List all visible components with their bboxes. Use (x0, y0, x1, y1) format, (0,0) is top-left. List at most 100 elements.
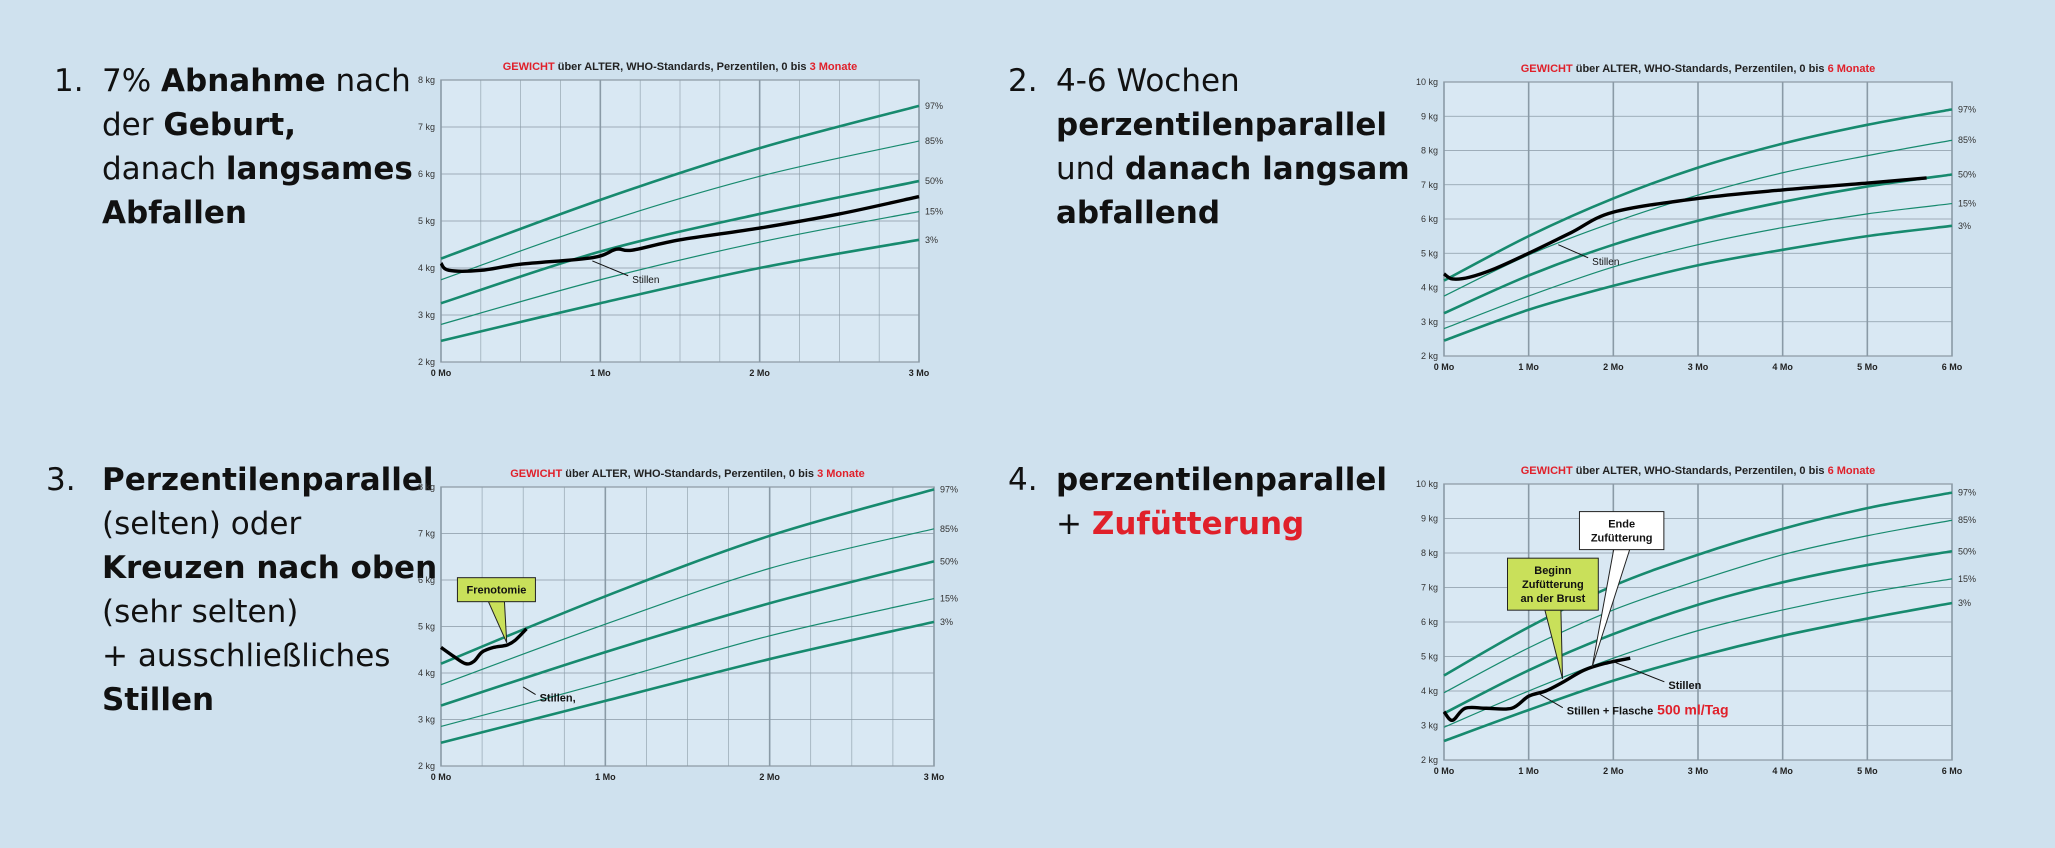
note-segment: Geburt, (163, 107, 296, 143)
y-tick-label: 4 kg (1421, 686, 1438, 696)
note-segment: Zufütterung (1092, 506, 1304, 542)
percentile-label: 15% (1958, 574, 1976, 584)
y-tick-label: 5 kg (418, 622, 435, 632)
chart-title-text: über ALTER, WHO-Standards, Perzentilen, … (562, 468, 817, 480)
note-line: danach langsames (102, 147, 413, 191)
note-1: 1. 7% Abnahme nach der Geburt, danach lang… (54, 59, 434, 239)
y-tick-label: 7 kg (418, 529, 435, 539)
y-tick-label: 10 kg (1416, 77, 1438, 87)
y-tick-label: 4 kg (1421, 283, 1438, 293)
callout-text: Zufütterung (1522, 579, 1584, 591)
x-tick-label: 1 Mo (595, 772, 616, 782)
x-tick-label: 3 Mo (1688, 362, 1709, 372)
note-number: 1. (54, 59, 84, 103)
x-tick-label: 0 Mo (1434, 766, 1455, 776)
percentile-label: 15% (940, 594, 958, 604)
y-tick-label: 8 kg (1421, 146, 1438, 156)
note-3: 3. Perzentilenparallel (selten) oder Kreuz… (46, 458, 426, 728)
note-number: 4. (1008, 458, 1038, 502)
note-segment: + (1056, 506, 1092, 542)
note-line: und danach langsam (1056, 147, 1410, 191)
y-tick-label: 3 kg (1421, 721, 1438, 731)
growth-chart-1: GEWICHT über ALTER, WHO-Standards, Perze… (405, 58, 975, 386)
note-segment: (selten) oder (102, 506, 301, 542)
percentile-label: 15% (925, 207, 943, 217)
y-tick-label: 8 kg (1421, 548, 1438, 558)
percentile-label: 85% (940, 524, 958, 534)
y-tick-label: 4 kg (418, 263, 435, 273)
note-text: perzentilenparallel + Zufütterung (1056, 458, 1387, 546)
y-tick-label: 4 kg (418, 668, 435, 678)
percentile-label: 50% (940, 556, 958, 566)
y-tick-label: 7 kg (418, 122, 435, 132)
x-tick-label: 2 Mo (1603, 362, 1624, 372)
percentile-label: 97% (1958, 104, 1976, 114)
y-tick-label: 3 kg (1421, 317, 1438, 327)
x-tick-label: 3 Mo (1688, 766, 1709, 776)
callout-text: an der Brust (1521, 593, 1586, 605)
y-tick-label: 5 kg (418, 216, 435, 226)
y-tick-label: 8 kg (418, 482, 435, 492)
percentile-label: 3% (1958, 221, 1971, 231)
percentile-label: 3% (940, 617, 953, 627)
chart-title-red: 3 Monate (817, 468, 865, 480)
y-tick-label: 2 kg (1421, 755, 1438, 765)
x-tick-label: 2 Mo (759, 772, 780, 782)
note-line: der Geburt, (102, 103, 413, 147)
annotation-text: Stillen, (540, 693, 576, 705)
note-text: 4-6 Wochen perzentilenparallel und danach … (1056, 59, 1410, 235)
note-segment: 4-6 Wochen (1056, 63, 1240, 99)
x-tick-label: 2 Mo (1603, 766, 1624, 776)
note-segment: danach langsam (1125, 151, 1410, 187)
chart-title: GEWICHT über ALTER, WHO-Standards, Perze… (503, 61, 858, 73)
percentile-label: 97% (925, 101, 943, 111)
chart-title-red: GEWICHT (1521, 63, 1573, 75)
note-line: Abfallen (102, 191, 413, 235)
percentile-label: 3% (925, 235, 938, 245)
note-segment: Kreuzen nach oben (102, 550, 437, 586)
percentile-label: 97% (1958, 488, 1976, 498)
percentile-label: 50% (925, 176, 943, 186)
note-segment: perzentilenparallel (1056, 107, 1387, 143)
note-line: + Zufütterung (1056, 502, 1387, 546)
y-tick-label: 6 kg (418, 169, 435, 179)
note-segment: Abnahme (161, 63, 326, 99)
note-line: perzentilenparallel (1056, 103, 1410, 147)
y-tick-label: 6 kg (418, 575, 435, 585)
note-line: + ausschließliches (102, 634, 437, 678)
y-tick-label: 5 kg (1421, 248, 1438, 258)
percentile-label: 15% (1958, 199, 1976, 209)
percentile-label: 97% (940, 484, 958, 494)
chart-title: GEWICHT über ALTER, WHO-Standards, Perze… (1521, 465, 1876, 477)
note-segment: Stillen (102, 682, 214, 718)
note-line: perzentilenparallel (1056, 458, 1387, 502)
x-tick-label: 1 Mo (1518, 362, 1539, 372)
y-tick-label: 7 kg (1421, 583, 1438, 593)
chart-title: GEWICHT über ALTER, WHO-Standards, Perze… (1521, 63, 1876, 75)
x-tick-label: 3 Mo (924, 772, 945, 782)
callout-text: Frenotomie (466, 585, 526, 597)
x-tick-label: 0 Mo (1434, 362, 1455, 372)
chart-title-red: 3 Monate (810, 61, 858, 73)
annotation-label: Stillen (1592, 257, 1619, 268)
y-tick-label: 10 kg (1416, 479, 1438, 489)
note-line: 4-6 Wochen (1056, 59, 1410, 103)
note-segment: + ausschließliches (102, 638, 390, 674)
percentile-label: 50% (1958, 169, 1976, 179)
x-tick-label: 6 Mo (1942, 766, 1963, 776)
note-segment: 7% (102, 63, 161, 99)
chart-svg: GEWICHT über ALTER, WHO-Standards, Perze… (1408, 60, 2008, 380)
percentile-label: 50% (1958, 546, 1976, 556)
note-4: 4. perzentilenparallel + Zufütterung (1008, 458, 1388, 558)
note-line: abfallend (1056, 191, 1410, 235)
note-segment: und (1056, 151, 1125, 187)
note-segment: langsames (226, 151, 413, 187)
x-tick-label: 4 Mo (1772, 362, 1793, 372)
y-tick-label: 9 kg (1421, 111, 1438, 121)
x-tick-label: 2 Mo (749, 368, 770, 378)
chart-title-text: über ALTER, WHO-Standards, Perzentilen, … (555, 61, 810, 73)
percentile-label: 3% (1958, 598, 1971, 608)
x-tick-label: 5 Mo (1857, 766, 1878, 776)
x-tick-label: 1 Mo (1518, 766, 1539, 776)
chart-title: GEWICHT über ALTER, WHO-Standards, Perze… (510, 468, 865, 480)
